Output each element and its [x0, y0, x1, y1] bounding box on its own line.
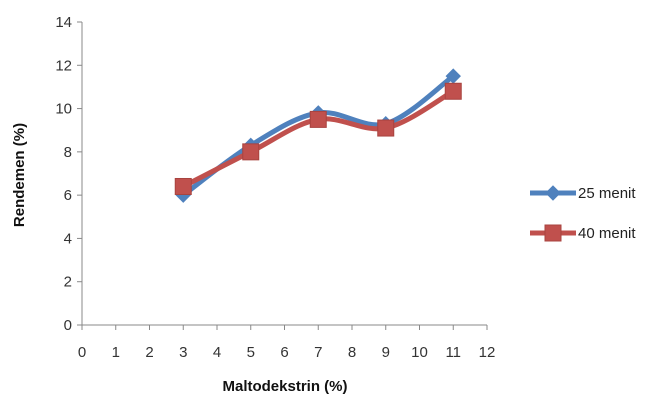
x-tick-label: 5 — [247, 344, 255, 361]
x-axis-title: Maltodekstrin (%) — [222, 378, 347, 395]
y-tick-label: 4 — [64, 230, 72, 247]
x-tick-label: 6 — [280, 344, 288, 361]
legend-marker — [544, 224, 562, 242]
data-point — [174, 177, 192, 195]
data-point — [309, 110, 327, 128]
y-axis-ticks: 0 2 4 6 8 10 12 14 — [55, 14, 82, 334]
legend-label: 25 menit — [578, 185, 636, 202]
x-tick-label: 11 — [445, 344, 461, 361]
series-0 — [175, 68, 461, 203]
y-tick-label: 6 — [64, 187, 72, 204]
plot-area — [81, 22, 487, 326]
x-tick-label: 0 — [78, 344, 86, 361]
series-layer — [174, 68, 462, 203]
y-tick-label: 2 — [64, 274, 72, 291]
x-tick-label: 7 — [314, 344, 322, 361]
x-axis-ticks: 0 1 2 3 4 5 6 7 8 9 10 11 12 — [78, 325, 496, 361]
x-tick-label: 10 — [411, 344, 428, 361]
x-tick-label: 1 — [112, 344, 120, 361]
legend-marker — [545, 185, 561, 201]
x-tick-label: 8 — [348, 344, 356, 361]
y-tick-label: 10 — [55, 101, 72, 118]
y-tick-label: 14 — [55, 14, 72, 31]
y-tick-label: 12 — [55, 57, 72, 74]
x-tick-label: 2 — [145, 344, 153, 361]
y-tick-label: 0 — [64, 317, 72, 334]
x-tick-label: 3 — [179, 344, 187, 361]
series-line — [180, 73, 456, 198]
x-tick-label: 12 — [479, 344, 496, 361]
data-point — [444, 82, 462, 100]
data-point — [377, 119, 395, 137]
y-axis-title: Rendemen (%) — [11, 123, 28, 227]
legend-item: 25 menit — [530, 185, 636, 202]
legend-label: 40 menit — [578, 225, 636, 242]
y-tick-label: 8 — [64, 144, 72, 161]
x-tick-label: 9 — [382, 344, 390, 361]
series-1 — [174, 82, 462, 195]
legend-item: 40 menit — [530, 224, 636, 242]
x-tick-label: 4 — [213, 344, 221, 361]
legend: 25 menit 40 menit — [530, 185, 636, 242]
data-point — [242, 143, 260, 161]
